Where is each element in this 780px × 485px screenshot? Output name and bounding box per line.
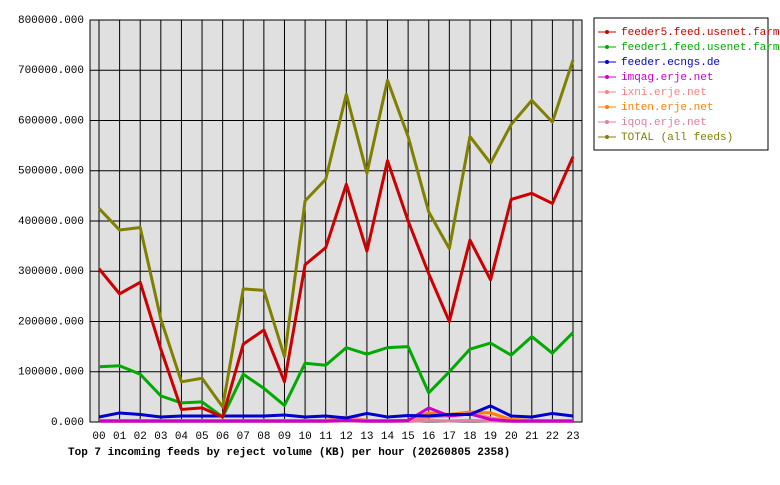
x-tick-label: 23 <box>566 431 579 443</box>
legend-box <box>593 17 769 151</box>
y-tick-label: 0.000 <box>51 417 84 429</box>
chart-title: Top 7 incoming feeds by reject volume (K… <box>68 447 510 459</box>
x-tick-label: 14 <box>381 431 395 443</box>
x-tick-label: 05 <box>195 431 208 443</box>
x-tick-label: 16 <box>422 431 435 443</box>
x-tick-label: 19 <box>484 431 497 443</box>
y-tick-label: 500000.000 <box>18 166 84 178</box>
y-tick-label: 100000.000 <box>18 367 84 379</box>
x-tick-label: 20 <box>505 431 518 443</box>
legend-label: TOTAL (all feeds) <box>621 132 733 144</box>
legend-swatch-dot <box>605 90 609 94</box>
series-line <box>99 406 573 423</box>
series-line <box>97 59 575 409</box>
x-tick-label: 09 <box>278 431 291 443</box>
legend-label: feeder1.feed.usenet.farm <box>621 42 780 54</box>
legend-label: ixni.erje.net <box>621 87 707 99</box>
y-tick-label: 700000.000 <box>18 65 84 77</box>
x-tick-label: 02 <box>134 431 147 443</box>
y-tick-label: 200000.000 <box>18 316 84 328</box>
x-tick-label: 07 <box>237 431 250 443</box>
x-tick-label: 10 <box>298 431 311 443</box>
legend-label: imqag.erje.net <box>621 72 713 84</box>
y-tick-label: 600000.000 <box>18 115 84 127</box>
legend-label: iqoq.erje.net <box>621 117 707 129</box>
legend-swatch-dot <box>605 75 609 79</box>
x-tick-label: 06 <box>216 431 229 443</box>
legend-swatch-dot <box>605 30 609 34</box>
y-tick-label: 400000.000 <box>18 216 84 228</box>
x-tick-label: 01 <box>113 431 127 443</box>
x-tick-label: 15 <box>402 431 415 443</box>
x-tick-label: 08 <box>257 431 270 443</box>
series-line <box>98 404 574 420</box>
legend-swatch-dot <box>605 45 609 49</box>
x-tick-label: 11 <box>319 431 333 443</box>
legend-swatch-dot <box>605 105 609 109</box>
x-tick-label: 12 <box>340 431 353 443</box>
legend-swatch-dot <box>605 120 609 124</box>
x-tick-label: 21 <box>525 431 539 443</box>
x-tick-label: 13 <box>360 431 373 443</box>
x-tick-label: 18 <box>463 431 476 443</box>
x-tick-label: 22 <box>546 431 559 443</box>
series-line <box>97 156 575 419</box>
x-tick-label: 04 <box>175 431 189 443</box>
x-tick-label: 03 <box>154 431 167 443</box>
y-tick-label: 300000.000 <box>18 266 84 278</box>
x-tick-label: 17 <box>443 431 456 443</box>
legend-swatch-dot <box>605 60 609 64</box>
legend-label: feeder5.feed.usenet.farm <box>621 27 780 39</box>
y-tick-label: 800000.000 <box>18 15 84 27</box>
legend-swatch-dot <box>605 135 609 139</box>
legend-label: inten.erje.net <box>621 102 713 114</box>
legend-label: feeder.ecngs.de <box>621 57 720 69</box>
x-tick-label: 00 <box>92 431 105 443</box>
